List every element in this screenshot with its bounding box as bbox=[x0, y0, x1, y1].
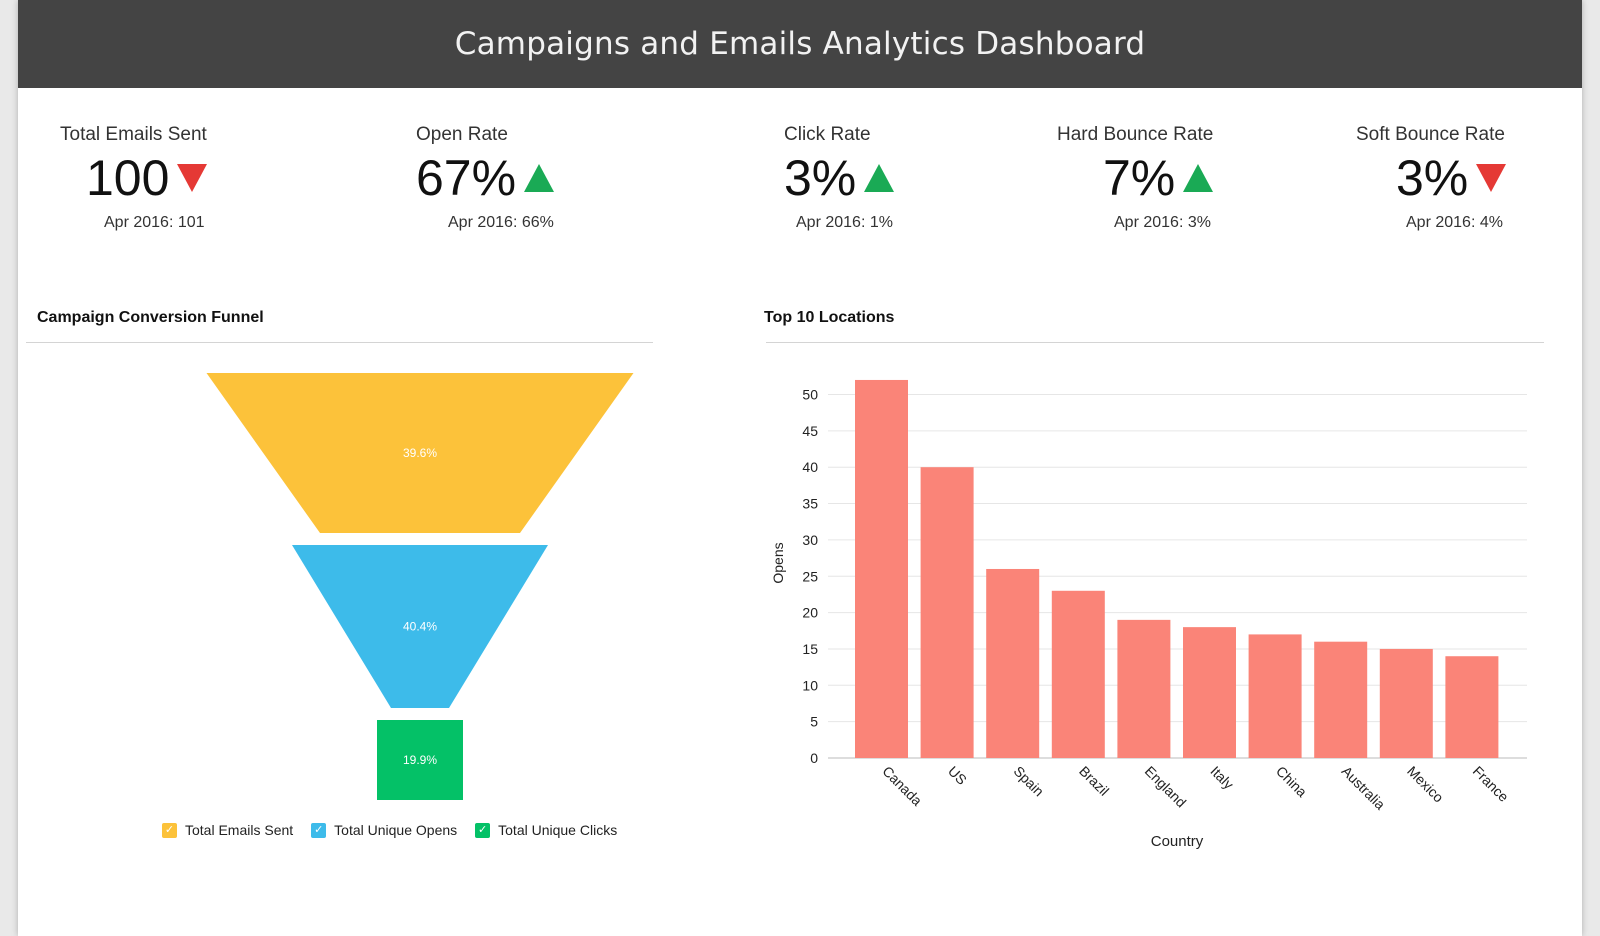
x-tick-label: China bbox=[1273, 763, 1310, 800]
funnel-chart: 39.6% 40.4% 19.9% bbox=[206, 373, 634, 800]
kpi-soft-bounce-rate: Soft Bounce Rate 3% Apr 2016: 4% bbox=[1356, 124, 1507, 232]
x-tick-label: Australia bbox=[1339, 763, 1389, 813]
bar-chart-divider bbox=[766, 342, 1544, 343]
kpi-open-rate: Open Rate 67% Apr 2016: 66% bbox=[416, 124, 555, 232]
y-tick-label: 40 bbox=[802, 459, 818, 475]
kpi-value: 3% bbox=[784, 150, 857, 206]
legend-label: Total Unique Clicks bbox=[498, 822, 618, 838]
kpi-comparison: Apr 2016: 66% bbox=[448, 214, 554, 231]
funnel-divider bbox=[26, 342, 653, 343]
kpi-comparison: Apr 2016: 101 bbox=[104, 214, 205, 231]
x-tick-label: England bbox=[1142, 763, 1190, 811]
x-tick-label: Canada bbox=[879, 763, 925, 809]
bar bbox=[986, 568, 1040, 758]
y-tick-label: 20 bbox=[802, 605, 818, 621]
funnel-title: Campaign Conversion Funnel bbox=[37, 309, 264, 326]
legend-item-total-emails-sent[interactable]: ✓ Total Emails Sent bbox=[162, 822, 293, 838]
y-tick-label: 25 bbox=[802, 568, 818, 584]
y-tick-label: 30 bbox=[802, 532, 818, 548]
legend-item-total-unique-clicks[interactable]: ✓ Total Unique Clicks bbox=[475, 822, 617, 838]
y-tick-label: 10 bbox=[802, 677, 818, 693]
legend-label: Total Emails Sent bbox=[185, 822, 294, 838]
trend-up-icon bbox=[1183, 164, 1214, 192]
funnel-stage bbox=[377, 720, 463, 800]
dashboard-header: Campaigns and Emails Analytics Dashboard bbox=[18, 0, 1582, 88]
trend-up-icon bbox=[864, 164, 895, 192]
kpi-hard-bounce-rate: Hard Bounce Rate 7% Apr 2016: 3% bbox=[1057, 124, 1213, 232]
y-tick-label: 50 bbox=[802, 387, 818, 403]
kpi-label: Total Emails Sent bbox=[60, 124, 207, 145]
kpi-total-emails-sent: Total Emails Sent 100 Apr 2016: 101 bbox=[60, 124, 208, 232]
kpi-comparison: Apr 2016: 4% bbox=[1406, 214, 1503, 231]
bar bbox=[855, 379, 908, 758]
kpi-value: 100 bbox=[86, 150, 170, 206]
bar bbox=[1051, 590, 1105, 758]
x-tick-label: US bbox=[945, 763, 970, 788]
x-tick-label: Spain bbox=[1011, 763, 1048, 800]
kpi-comparison: Apr 2016: 3% bbox=[1114, 214, 1211, 231]
trend-up-icon bbox=[524, 164, 555, 192]
legend-item-total-unique-opens[interactable]: ✓ Total Unique Opens bbox=[311, 822, 457, 838]
y-tick-label: 5 bbox=[810, 714, 818, 730]
kpi-label: Hard Bounce Rate bbox=[1057, 124, 1214, 145]
y-tick-label: 0 bbox=[810, 750, 818, 766]
checkbox-checked-icon[interactable]: ✓ bbox=[162, 822, 177, 838]
bar bbox=[1183, 627, 1236, 758]
y-tick-label: 35 bbox=[802, 496, 818, 512]
trend-down-icon bbox=[177, 164, 208, 192]
bar bbox=[1379, 648, 1433, 758]
kpi-comparison: Apr 2016: 1% bbox=[796, 214, 893, 231]
funnel-stage bbox=[206, 373, 634, 533]
kpi-value: 3% bbox=[1396, 150, 1469, 206]
bar-chart-title: Top 10 Locations bbox=[764, 309, 895, 326]
y-tick-label: 15 bbox=[802, 641, 818, 657]
page-title: Campaigns and Emails Analytics Dashboard bbox=[454, 26, 1146, 62]
kpi-label: Soft Bounce Rate bbox=[1356, 124, 1505, 145]
x-tick-label: Italy bbox=[1207, 763, 1236, 792]
y-axis-title: Opens bbox=[770, 542, 786, 583]
x-axis-title: Country bbox=[1151, 833, 1204, 850]
bar bbox=[1445, 656, 1499, 758]
x-tick-label: France bbox=[1470, 763, 1512, 805]
bar bbox=[1117, 619, 1171, 758]
kpi-label: Click Rate bbox=[784, 124, 871, 145]
funnel-stage bbox=[292, 545, 548, 708]
funnel-stage-label: 40.4% bbox=[403, 620, 437, 634]
funnel-stage-label: 19.9% bbox=[403, 753, 437, 767]
kpi-value: 67% bbox=[416, 150, 517, 206]
checkbox-checked-icon[interactable]: ✓ bbox=[475, 822, 491, 838]
bar bbox=[920, 467, 974, 758]
kpi-click-rate: Click Rate 3% Apr 2016: 1% bbox=[784, 124, 895, 232]
checkbox-checked-icon[interactable]: ✓ bbox=[311, 822, 327, 838]
x-tick-label: Mexico bbox=[1404, 763, 1447, 806]
funnel-stage-label: 39.6% bbox=[403, 446, 437, 460]
trend-down-icon bbox=[1476, 164, 1507, 192]
kpi-label: Open Rate bbox=[416, 124, 508, 145]
bar bbox=[1314, 641, 1368, 758]
y-tick-label: 45 bbox=[802, 423, 818, 439]
bar bbox=[1248, 634, 1302, 758]
funnel-legend: ✓ Total Emails Sent ✓ Total Unique Opens… bbox=[162, 822, 635, 838]
bar-chart: 0 5 10 15 20 25 30 35 40 45 50 Canada US Spain Brazil E… bbox=[770, 379, 1527, 850]
legend-label: Total Unique Opens bbox=[334, 822, 458, 838]
kpi-value: 7% bbox=[1103, 150, 1176, 206]
x-tick-label: Brazil bbox=[1076, 763, 1112, 799]
